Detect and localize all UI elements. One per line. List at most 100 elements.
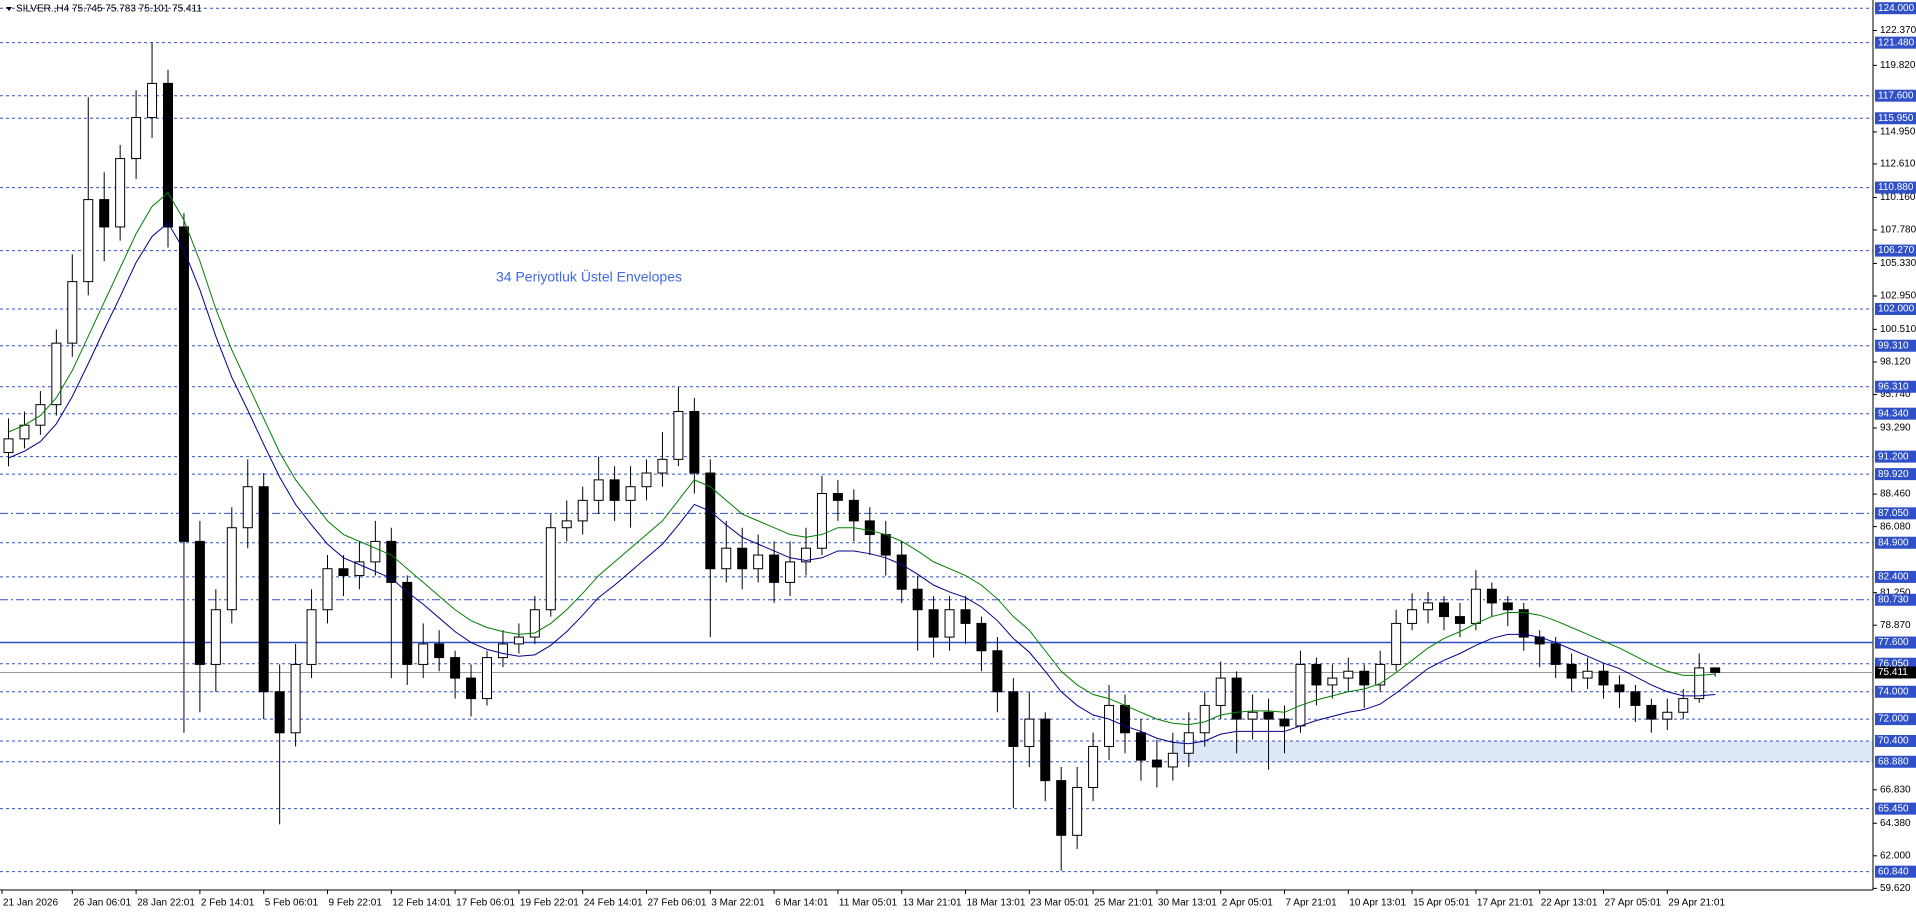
level-label: 68.880 — [1878, 756, 1909, 767]
level-label: 74.000 — [1878, 686, 1909, 697]
level-label: 84.900 — [1878, 537, 1909, 548]
x-tick-label: 25 Mar 21:01 — [1094, 898, 1153, 909]
candle-body — [641, 472, 652, 488]
x-tick-label: 23 Mar 05:01 — [1030, 898, 1089, 909]
level-label-box — [1875, 755, 1916, 768]
level-label: 99.310 — [1878, 340, 1909, 351]
candle-body — [1343, 670, 1354, 679]
level-label-box — [1875, 302, 1916, 315]
x-tick-label: 2 Apr 05:01 — [1222, 898, 1274, 909]
level-label: 110.880 — [1878, 182, 1914, 193]
candle-body — [1470, 588, 1481, 624]
candle-body — [1614, 684, 1625, 693]
y-tick-label: 110.160 — [1880, 192, 1916, 203]
candle-body — [593, 479, 604, 501]
y-tick-label: 78.870 — [1880, 620, 1911, 631]
x-tick-label: 10 Apr 13:01 — [1349, 898, 1406, 909]
mid-layer — [3, 42, 1721, 871]
candle-body — [577, 499, 588, 522]
y-tick-label: 102.950 — [1880, 291, 1916, 302]
candle-body — [1311, 663, 1322, 686]
candle-body — [864, 520, 875, 536]
candle-body — [226, 527, 237, 611]
candle-body — [1518, 609, 1529, 638]
candle-body — [163, 82, 173, 228]
candle-body — [1566, 663, 1577, 679]
candle-body — [99, 199, 110, 228]
level-label: 96.310 — [1878, 381, 1909, 392]
candle-body — [1120, 704, 1130, 734]
candle-body — [1024, 718, 1035, 747]
y-tick-label: 86.080 — [1880, 521, 1911, 532]
candle-body — [1104, 704, 1115, 747]
envelope-line — [8, 191, 1716, 726]
candle-body — [1231, 677, 1242, 720]
y-tick-label: 100.510 — [1880, 324, 1916, 335]
level-label: 77.600 — [1878, 637, 1909, 648]
candle-body — [1678, 698, 1689, 713]
level-label: 124.000 — [1878, 3, 1915, 14]
candle-body — [753, 554, 764, 570]
candle-body — [450, 657, 461, 679]
x-tick-label: 17 Feb 06:01 — [456, 898, 515, 909]
level-label-box — [1875, 244, 1916, 257]
y-tick-label: 66.830 — [1880, 784, 1911, 795]
x-tick-label: 3 Mar 22:01 — [711, 898, 765, 909]
level-label-box — [1875, 112, 1916, 125]
candle-body — [1359, 670, 1370, 686]
candle-body — [1167, 752, 1178, 768]
x-tick-label: 26 Jan 06:01 — [73, 898, 131, 909]
y-tick-label: 88.460 — [1880, 489, 1911, 500]
candle-body — [290, 663, 301, 734]
candle-body — [1662, 711, 1673, 720]
collapse-icon — [6, 7, 12, 11]
y-tick-label: 93.290 — [1880, 423, 1911, 434]
level-label-box — [1875, 536, 1916, 549]
level-label: 82.400 — [1878, 572, 1909, 583]
candle-body — [370, 540, 381, 563]
candle-body — [466, 677, 477, 700]
y-tick-label: 59.620 — [1880, 883, 1911, 894]
level-label-box — [1875, 593, 1916, 606]
x-tick-label: 24 Feb 14:01 — [584, 898, 643, 909]
candle-body — [1582, 670, 1593, 679]
candle-body — [769, 554, 780, 583]
level-label-box — [1875, 636, 1916, 649]
candle-body — [1423, 602, 1434, 611]
candle-body — [83, 199, 94, 283]
candle-body — [625, 486, 636, 501]
level-label-box — [1875, 89, 1916, 102]
x-tick-label: 13 Mar 21:01 — [903, 898, 962, 909]
candle-body — [1630, 691, 1641, 706]
candle-body — [801, 547, 811, 563]
candle-body — [1088, 745, 1099, 788]
candle-body — [1072, 786, 1083, 836]
candle-body — [1295, 663, 1306, 727]
y-tick-label: 114.950 — [1880, 127, 1916, 138]
candle-body — [482, 657, 492, 700]
candle-body — [832, 493, 843, 501]
candle-body — [960, 609, 971, 624]
candle-body — [115, 158, 126, 228]
level-label-box — [1875, 468, 1916, 481]
annotation: 34 Periyotluk Üstel Envelopes — [496, 268, 682, 285]
candle-body — [912, 588, 923, 611]
candle-body — [1327, 677, 1338, 686]
y-tick-label: 105.330 — [1880, 258, 1916, 269]
candle-body — [147, 82, 158, 119]
level-label-box — [1875, 380, 1916, 393]
level-label: 94.340 — [1878, 408, 1909, 419]
candle-body — [705, 472, 716, 570]
candle-body — [721, 547, 732, 570]
last-price-label: 75.411 — [1878, 667, 1908, 678]
candle-body — [322, 568, 333, 611]
candle-body — [1375, 663, 1386, 686]
candle-body — [434, 643, 445, 659]
x-tick-label: 17 Apr 21:01 — [1477, 898, 1534, 909]
candle-body — [497, 643, 508, 659]
candle-body — [1135, 732, 1146, 761]
candle-body — [673, 411, 684, 460]
level-label-box — [1875, 685, 1916, 698]
